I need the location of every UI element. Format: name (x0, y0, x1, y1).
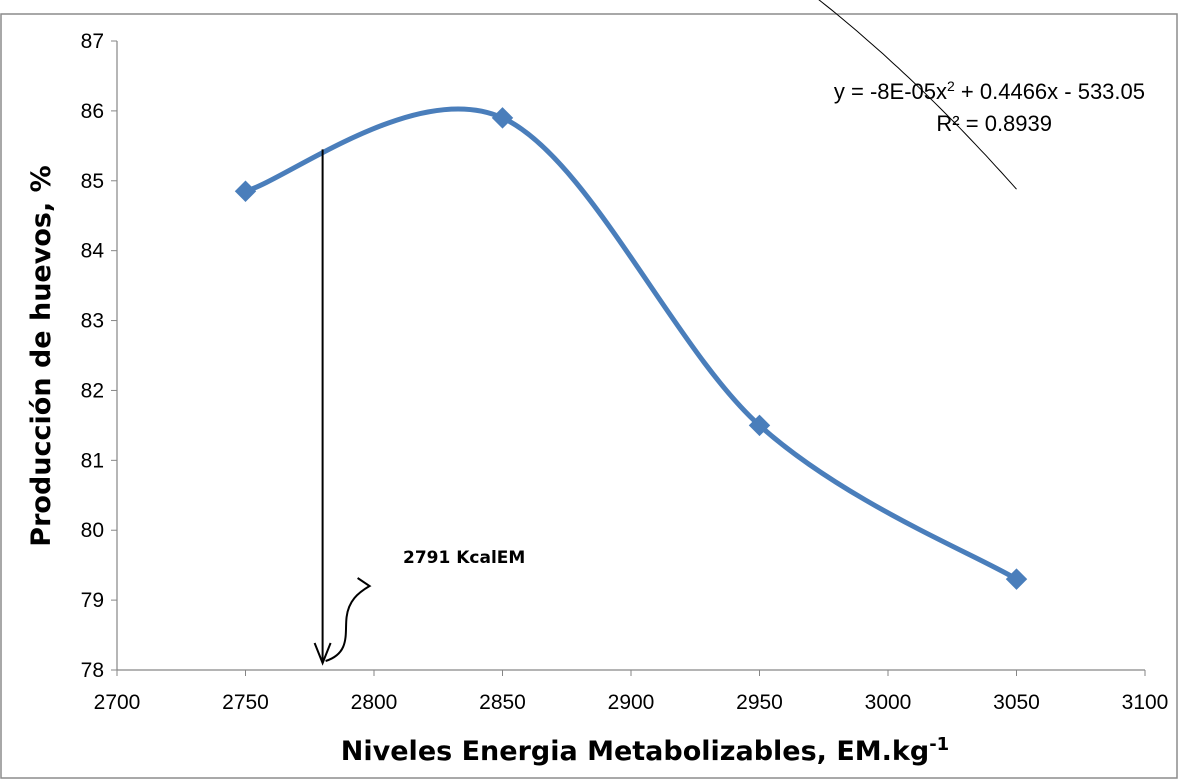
data-point-marker (748, 414, 771, 437)
series-line (243, 106, 1019, 582)
annotation-squiggle (325, 577, 372, 662)
x-tick-label: 3000 (865, 691, 912, 714)
annotation-label: 2791 KcalEM (403, 548, 525, 568)
x-tick-label: 2750 (222, 691, 269, 714)
annotation-arrow-head (313, 642, 332, 666)
x-tick-label: 2800 (351, 691, 398, 714)
x-tick-label: 2950 (736, 691, 783, 714)
r-squared-label: R² = 0.8939 (936, 111, 1052, 136)
x-tick-labels: 2700 2750 2800 2850 2900 2950 3000 3050 3100 (94, 691, 1169, 714)
y-tick-label: 87 (81, 30, 104, 53)
y-tick-label: 82 (81, 379, 104, 402)
y-tick-label: 80 (81, 519, 104, 542)
data-point-marker (491, 107, 514, 129)
polynomial-trendline (818, 0, 1017, 190)
y-tick-label: 85 (81, 170, 104, 193)
x-tick-label: 3050 (993, 691, 1040, 714)
chart-border (0, 13, 1178, 779)
x-tick-label: 2700 (94, 691, 141, 714)
x-tick-label: 2850 (479, 691, 526, 714)
y-tick-label: 78 (81, 659, 104, 682)
data-markers (234, 107, 1028, 590)
x-tick-label: 2900 (608, 691, 655, 714)
y-tick-label: 79 (81, 589, 104, 612)
x-tick-label: 3100 (1122, 691, 1169, 714)
axes (111, 40, 1146, 676)
x-axis-title: Niveles Energia Metabolizables, EM.kg-1 (341, 734, 949, 768)
y-tick-labels: 78 79 80 81 82 83 84 85 86 87 (81, 30, 105, 682)
energy-annotation: 2791 KcalEM (313, 149, 525, 666)
y-tick-label: 81 (81, 449, 104, 472)
trendline-equation: y = -8E-05x2 + 0.4466x - 533.05 (834, 78, 1145, 104)
y-tick-label: 86 (81, 100, 104, 123)
y-axis-title: Producción de huevos, % (26, 165, 57, 546)
y-tick-label: 84 (81, 240, 105, 263)
y-tick-label: 83 (81, 310, 104, 333)
data-point-marker (1005, 568, 1028, 590)
data-point-marker (234, 180, 257, 202)
